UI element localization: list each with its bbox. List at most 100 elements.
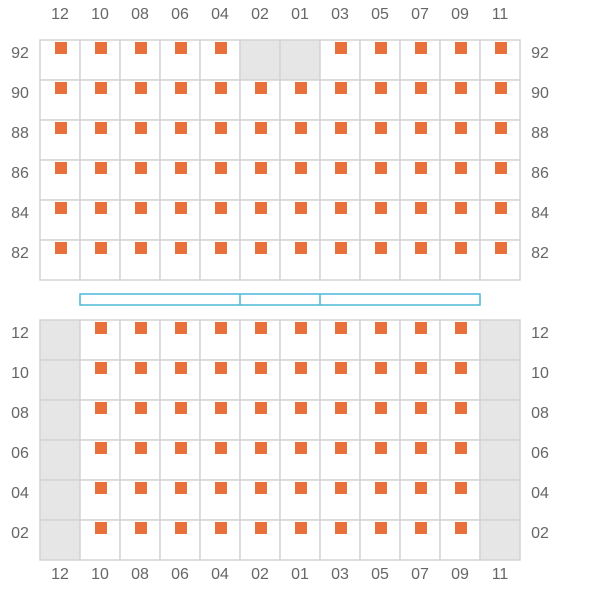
seat-marker (375, 362, 387, 374)
seat-marker (95, 162, 107, 174)
blocked-cell (479, 519, 521, 561)
seat-marker (495, 162, 507, 174)
seat-marker (335, 402, 347, 414)
seat-marker (415, 242, 427, 254)
blocked-cell (279, 39, 321, 81)
seat-marker (175, 82, 187, 94)
seat-marker (375, 482, 387, 494)
seat-marker (335, 122, 347, 134)
seat-marker (55, 242, 67, 254)
column-label: 05 (371, 6, 389, 23)
seat-marker (135, 202, 147, 214)
seat-marker (375, 202, 387, 214)
row-label: 92 (11, 45, 29, 62)
seat-cell[interactable] (359, 239, 401, 281)
seat-marker (295, 242, 307, 254)
seat-cell[interactable] (359, 319, 401, 361)
seat-marker (415, 442, 427, 454)
seat-marker (335, 322, 347, 334)
blocked-cell (479, 479, 521, 521)
row-label: 06 (11, 445, 29, 462)
row-label: 92 (531, 45, 549, 62)
column-label: 02 (251, 566, 269, 583)
aisle-bar (79, 293, 481, 306)
seat-cell[interactable] (399, 79, 441, 121)
seat-marker (255, 242, 267, 254)
seat-marker (375, 402, 387, 414)
seat-cell[interactable] (359, 519, 401, 561)
seat-marker (375, 122, 387, 134)
seat-marker (415, 162, 427, 174)
seat-marker (295, 82, 307, 94)
seat-marker (375, 442, 387, 454)
column-label: 03 (331, 566, 349, 583)
blocked-cell (39, 359, 81, 401)
row-label: 08 (11, 405, 29, 422)
column-label: 12 (51, 6, 69, 23)
column-label: 08 (131, 566, 149, 583)
seat-cell[interactable] (239, 319, 281, 361)
row-label: 06 (531, 445, 549, 462)
seat-cell[interactable] (479, 239, 521, 281)
seat-marker (335, 82, 347, 94)
seat-marker (255, 162, 267, 174)
seat-marker (175, 522, 187, 534)
seat-marker (295, 122, 307, 134)
row-label: 04 (11, 485, 29, 502)
blocked-cell (479, 359, 521, 401)
seat-marker (255, 122, 267, 134)
column-label: 01 (291, 6, 309, 23)
aisle (79, 293, 481, 306)
seat-marker (55, 42, 67, 54)
seat-marker (455, 82, 467, 94)
seat-marker (255, 442, 267, 454)
row-label: 04 (531, 485, 549, 502)
seat-cell[interactable] (159, 159, 201, 201)
seat-marker (255, 202, 267, 214)
seat-marker (175, 202, 187, 214)
seat-marker (135, 242, 147, 254)
seat-marker (455, 362, 467, 374)
seat-marker (175, 362, 187, 374)
row-label: 88 (11, 125, 29, 142)
seat-marker (295, 522, 307, 534)
column-label: 08 (131, 6, 149, 23)
seat-marker (375, 522, 387, 534)
seat-marker (295, 482, 307, 494)
seat-marker (375, 322, 387, 334)
seat-marker (335, 202, 347, 214)
seat-marker (255, 82, 267, 94)
seat-marker (95, 482, 107, 494)
seat-marker (55, 162, 67, 174)
column-label: 04 (211, 566, 229, 583)
seat-marker (135, 482, 147, 494)
seat-cell[interactable] (319, 119, 361, 161)
blocked-cell (39, 319, 81, 361)
seat-marker (135, 522, 147, 534)
seat-marker (455, 322, 467, 334)
seat-marker (95, 442, 107, 454)
row-label: 08 (531, 405, 549, 422)
seat-marker (295, 322, 307, 334)
seat-marker (135, 122, 147, 134)
seat-marker (175, 442, 187, 454)
seat-cell[interactable] (119, 239, 161, 281)
seat-marker (215, 442, 227, 454)
seat-marker (215, 162, 227, 174)
seat-marker (255, 522, 267, 534)
seat-marker (455, 242, 467, 254)
blocked-cell (479, 319, 521, 361)
column-label: 02 (251, 6, 269, 23)
row-label: 12 (11, 325, 29, 342)
row-label: 84 (531, 205, 549, 222)
seat-marker (215, 242, 227, 254)
seat-marker (135, 82, 147, 94)
seat-marker (215, 42, 227, 54)
seat-marker (375, 82, 387, 94)
seat-marker (215, 202, 227, 214)
row-label: 12 (531, 325, 549, 342)
column-label: 07 (411, 566, 429, 583)
seat-marker (215, 322, 227, 334)
seat-marker (415, 42, 427, 54)
